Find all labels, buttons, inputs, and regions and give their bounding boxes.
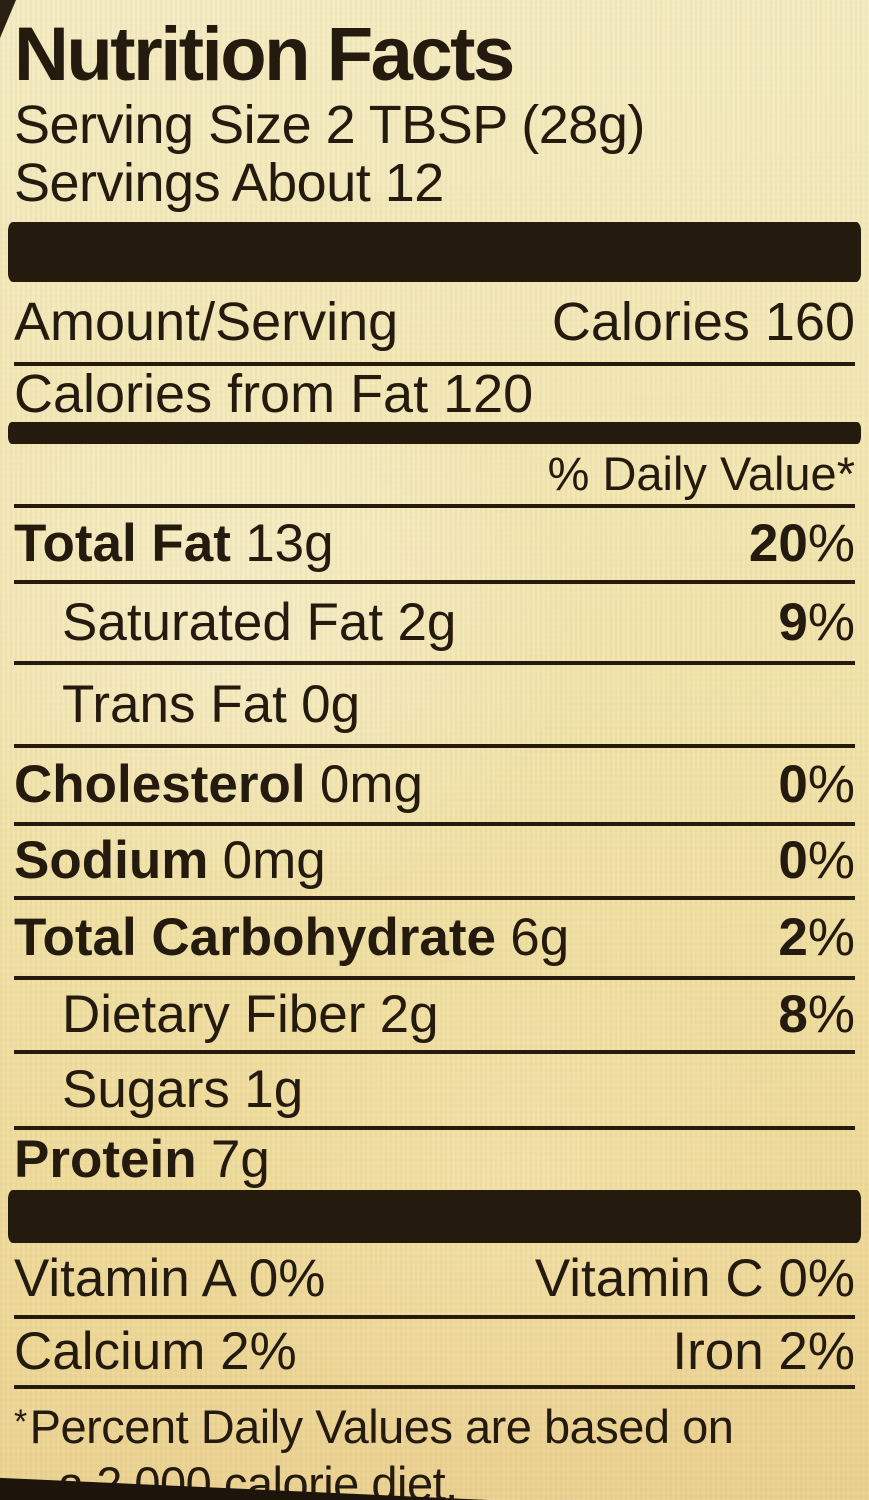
nutrient-amount: 2g	[397, 592, 457, 652]
calories-from-fat-value: Calories from Fat 120	[14, 363, 534, 424]
nutrient-row-protein: Protein 7g	[14, 1130, 855, 1190]
nutrient-row-sugars: Sugars 1g	[14, 1054, 855, 1130]
calories-from-fat-row: Calories from Fat 120	[14, 366, 855, 422]
nutrient-amount: 2g	[379, 985, 439, 1045]
divider-medium	[8, 421, 861, 444]
daily-value-percent: 9%	[778, 592, 855, 652]
vitamin-c-value: Vitamin C 0%	[534, 1249, 855, 1309]
nutrient-name: Cholesterol 0mg	[14, 755, 423, 815]
nutrient-name: Total Fat 13g	[14, 514, 334, 574]
nutrient-name: Sugars 1g	[62, 1060, 304, 1120]
nutrient-amount: 0g	[301, 674, 361, 734]
label-header: Nutrition Facts Serving Size 2 TBSP (28g…	[14, 0, 855, 213]
calories-value: Calories 160	[551, 291, 855, 352]
daily-value-percent: 0%	[778, 755, 855, 815]
calories-row: Amount/Serving Calories 160	[14, 282, 855, 366]
iron-value: Iron 2%	[672, 1322, 855, 1382]
daily-value-percent: 2%	[778, 908, 855, 968]
nutrient-row-total-carbohydrate: Total Carbohydrate 6g 2%	[14, 900, 855, 980]
divider-bottom-thick	[8, 1189, 861, 1243]
daily-value-percent: 0%	[778, 831, 855, 891]
nutrient-amount: 0mg	[222, 831, 326, 891]
amount-per-serving-label: Amount/Serving	[14, 291, 399, 352]
nutrient-name: Saturated Fat 2g	[62, 592, 457, 652]
nutrient-row-dietary-fiber: Dietary Fiber 2g 8%	[14, 980, 855, 1054]
daily-value-percent: 20%	[748, 514, 855, 574]
divider-top-thick	[8, 221, 861, 282]
vitamins-row: Vitamin A 0% Vitamin C 0%	[14, 1243, 855, 1319]
serving-size-line: Serving Size 2 TBSP (28g)	[14, 95, 645, 156]
nutrient-row-cholesterol: Cholesterol 0mg 0%	[14, 748, 855, 826]
daily-value-header-row: % Daily Value*	[14, 444, 855, 508]
nutrient-name: Protein 7g	[14, 1130, 270, 1190]
vitamin-a-value: Vitamin A 0%	[14, 1249, 326, 1309]
servings-count-line: Servings About 12	[14, 152, 444, 213]
footnote-asterisk: *	[14, 1402, 27, 1441]
nutrient-amount: 0mg	[319, 755, 423, 815]
nutrient-row-sodium: Sodium 0mg 0%	[14, 826, 855, 900]
nutrient-amount: 6g	[510, 908, 570, 968]
nutrient-amount: 1g	[244, 1060, 304, 1120]
nutrient-name: Total Carbohydrate 6g	[14, 908, 570, 968]
nutrient-name: Trans Fat 0g	[62, 674, 361, 734]
daily-value-percent: 8%	[778, 985, 855, 1045]
footnote-line-1: *Percent Daily Values are based on	[14, 1399, 734, 1453]
minerals-row: Calcium 2% Iron 2%	[14, 1319, 855, 1389]
nutrient-row-trans-fat: Trans Fat 0g	[14, 665, 855, 748]
nutrient-name: Dietary Fiber 2g	[62, 985, 439, 1045]
label-title: Nutrition Facts	[14, 12, 515, 97]
daily-value-header: % Daily Value*	[547, 447, 855, 501]
nutrient-row-total-fat: Total Fat 13g 20%	[14, 508, 855, 584]
nutrient-name: Sodium 0mg	[14, 831, 326, 891]
nutrient-amount: 13g	[245, 514, 334, 574]
calcium-value: Calcium 2%	[14, 1322, 297, 1382]
nutrient-amount: 7g	[210, 1130, 270, 1190]
nutrient-row-saturated-fat: Saturated Fat 2g 9%	[14, 584, 855, 665]
